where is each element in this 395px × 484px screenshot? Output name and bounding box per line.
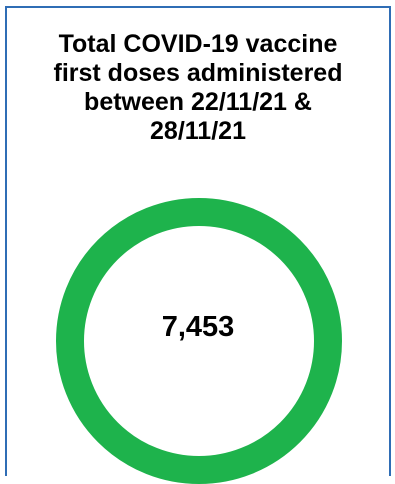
card-title-line-4: 28/11/21 (150, 117, 246, 145)
vaccine-stat-card: Total COVID-19 vaccine first doses admin… (5, 6, 391, 484)
first-doses-value: 7,453 (161, 311, 235, 343)
card-title-line-3: between 22/11/21 & (84, 88, 312, 116)
card-title-line-1: Total COVID-19 vaccine (58, 30, 338, 58)
card-title: Total COVID-19 vaccine first doses admin… (7, 30, 389, 146)
card-title-line-2: first doses administered (53, 59, 343, 87)
